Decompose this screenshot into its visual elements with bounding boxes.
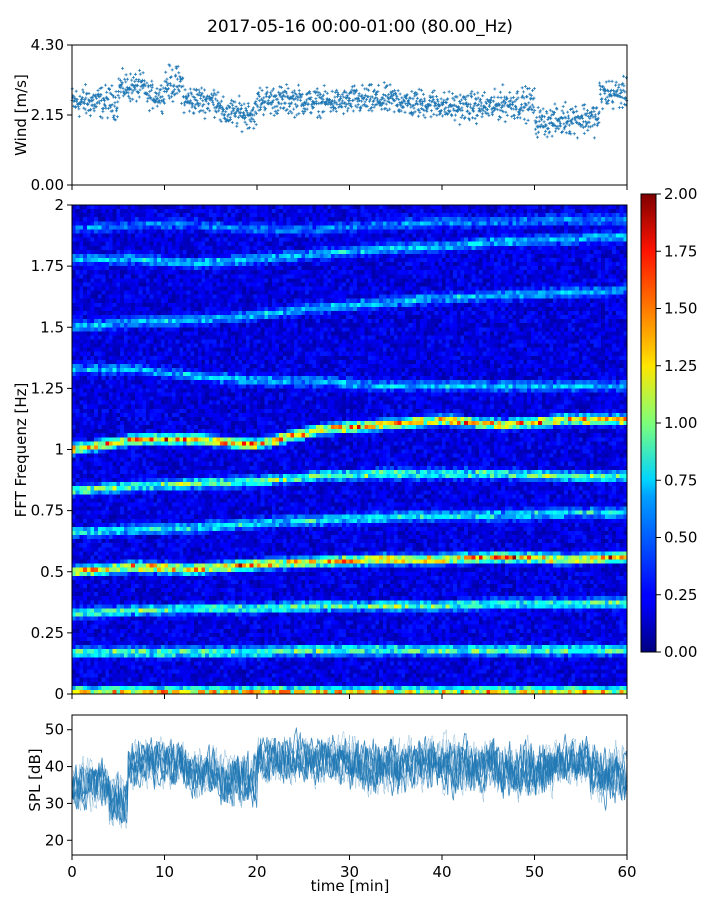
spl-y-axis-label: SPL [dB] [26, 748, 44, 811]
spectrogram-y-axis-label: FFT Frequenz [Hz] [12, 383, 30, 518]
spl-y-tick-label: 40 [45, 758, 64, 776]
spl-x-tick-label: 50 [525, 863, 544, 881]
spectrogram-heatmap-image [72, 205, 627, 694]
wind-y-tick-label: 4.30 [31, 36, 64, 54]
spectrogram-cells [72, 205, 627, 694]
figure-title: 2017-05-16 00:00-01:00 (80.00_Hz) [207, 17, 513, 37]
spl-series-line [71, 734, 628, 822]
spl-x-tick-label: 20 [247, 863, 266, 881]
colorbar: 0.00 0.25 0.50 0.75 1.00 1.25 1.50 1.75 2.00 [640, 185, 697, 661]
spectrogram-y-tick-label: 1 [54, 441, 64, 459]
spectrogram-y-ticks: 0 0.25 0.5 0.75 1 1.25 1.5 1.75 2 [31, 196, 72, 703]
wind-point-markers [70, 63, 629, 140]
colorbar-gradient [641, 194, 656, 652]
spectrogram-y-tick-label: 0.75 [31, 502, 64, 520]
wind-scatter-points [70, 63, 629, 140]
wind-y-axis-label: Wind [m/s] [12, 74, 30, 156]
spl-x-tick-label: 40 [432, 863, 451, 881]
wind-x-ticks [71, 185, 628, 190]
spectrogram-y-tick-label: 0 [54, 685, 64, 703]
spl-series-line [71, 734, 628, 830]
spectrogram-panel: 0 0.25 0.5 0.75 1 1.25 1.5 1.75 2 FFT Frequenz [… [12, 196, 628, 703]
spl-series-line [71, 731, 628, 818]
spl-panel: 20 30 40 50 0 10 20 30 40 50 60 SPL [dB] time [mi… [26, 714, 637, 895]
spl-y-tick-label: 50 [45, 721, 64, 739]
colorbar-ticks: 0.00 0.25 0.50 0.75 1.00 1.25 1.50 1.75 2.00 [656, 185, 697, 661]
wind-panel: 0.00 2.15 4.30 Wind [m/s] [12, 36, 629, 194]
spl-x-tick-label: 30 [340, 863, 359, 881]
colorbar-tick-label: 0.75 [664, 471, 697, 489]
colorbar-tick-label: 2.00 [664, 185, 697, 203]
spl-x-tick-label: 60 [617, 863, 636, 881]
spl-series-line [71, 736, 628, 829]
spl-x-axis-label: time [min] [311, 877, 390, 895]
spectrogram-y-tick-label: 2 [54, 196, 64, 214]
spectrogram-x-ticks [71, 694, 628, 699]
spectrogram-y-tick-label: 1.75 [31, 257, 64, 275]
colorbar-tick-label: 0.00 [664, 643, 697, 661]
spl-line-series [71, 727, 628, 830]
spectrogram-y-tick-label: 0.5 [40, 563, 64, 581]
spl-series-line [71, 729, 628, 826]
spl-series-line [71, 736, 627, 813]
spl-series-line [71, 735, 628, 824]
spl-y-tick-label: 30 [45, 794, 64, 812]
spl-y-ticks: 20 30 40 50 [45, 721, 72, 849]
wind-axes-frame [71, 44, 628, 186]
colorbar-tick-label: 1.75 [664, 242, 697, 260]
colorbar-tick-label: 1.25 [664, 357, 697, 375]
spectrogram-y-tick-label: 1.5 [40, 318, 64, 336]
spectrogram-y-tick-label: 1.25 [31, 379, 64, 397]
colorbar-tick-label: 1.50 [664, 300, 697, 318]
wind-y-ticks: 0.00 2.15 4.30 [31, 36, 72, 194]
spl-x-tick-label: 10 [155, 863, 174, 881]
wind-y-tick-label: 2.15 [31, 106, 64, 124]
spl-y-tick-label: 20 [45, 831, 64, 849]
spectrogram-y-tick-label: 0.25 [31, 624, 64, 642]
spl-x-ticks: 0 10 20 30 40 50 60 [67, 855, 637, 881]
colorbar-tick-label: 0.25 [664, 586, 697, 604]
wind-y-tick-label: 0.00 [31, 176, 64, 194]
spl-x-tick-label: 0 [67, 863, 77, 881]
colorbar-tick-label: 0.50 [664, 529, 697, 547]
colorbar-tick-label: 1.00 [664, 414, 697, 432]
